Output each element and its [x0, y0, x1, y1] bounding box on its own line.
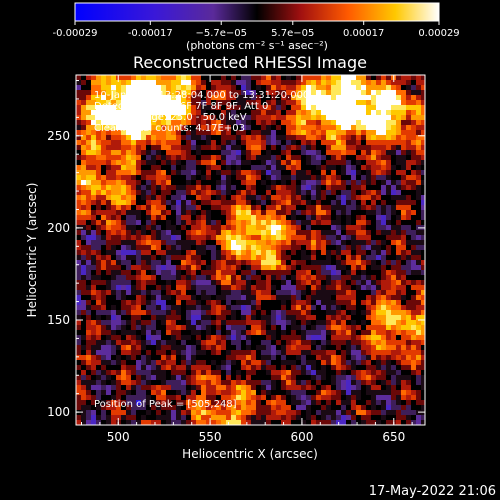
- colorbar-tick-label: −5.7e−05: [195, 28, 247, 39]
- colorbar-units-label: (photons cm⁻² s⁻¹ asec⁻²): [186, 39, 328, 52]
- colorbar-tick-label: 0.00017: [343, 28, 384, 39]
- x-axis: 500 550 600 650: [81, 75, 413, 444]
- annotation-peak-position: Position of Peak = [505,248]: [94, 399, 237, 410]
- colorbar-tick-label: 5.7e−05: [271, 28, 314, 39]
- heatmap-image: [76, 75, 425, 425]
- annotation-detectors: Detectors: 3F 5F 6F 7F 8F 9F, Att 0: [94, 101, 268, 112]
- annotation-counts: Clean. Total counts: 4.17E+03: [94, 123, 245, 134]
- render-timestamp: 17-May-2022 21:06: [369, 484, 496, 499]
- colorbar-ticks: [74, 21, 440, 25]
- annotation-time-range: 10-Jan-2015 13:28:04.000 to 13:31:20.000: [94, 90, 309, 101]
- chart-title: Reconstructed RHESSI Image: [133, 53, 367, 72]
- annotation-energy-range: Energy Range: 25.0 - 50.0 keV: [94, 112, 247, 123]
- y-tick-label: 150: [47, 313, 70, 327]
- colorbar: [74, 2, 440, 22]
- x-tick-label: 550: [199, 430, 222, 444]
- x-tick-label: 650: [382, 430, 405, 444]
- colorbar-tick-label: -0.00017: [128, 28, 173, 39]
- y-tick-label: 100: [47, 405, 70, 419]
- x-tick-label: 500: [107, 430, 130, 444]
- y-axis: 100 150 200 250: [47, 80, 425, 419]
- plot-frame: [75, 74, 426, 426]
- x-axis-label: Heliocentric X (arcsec): [182, 447, 318, 461]
- x-tick-label: 600: [290, 430, 313, 444]
- y-tick-label: 200: [47, 221, 70, 235]
- colorbar-tick-label: -0.00029: [53, 28, 98, 39]
- colorbar-tick-label: 0.00029: [418, 28, 459, 39]
- colorbar-labels: -0.00029 -0.00017 −5.7e−05 5.7e−05 0.00017 0.…: [53, 28, 460, 39]
- y-axis-label: Heliocentric Y (arcsec): [25, 183, 39, 318]
- y-tick-label: 250: [47, 129, 70, 143]
